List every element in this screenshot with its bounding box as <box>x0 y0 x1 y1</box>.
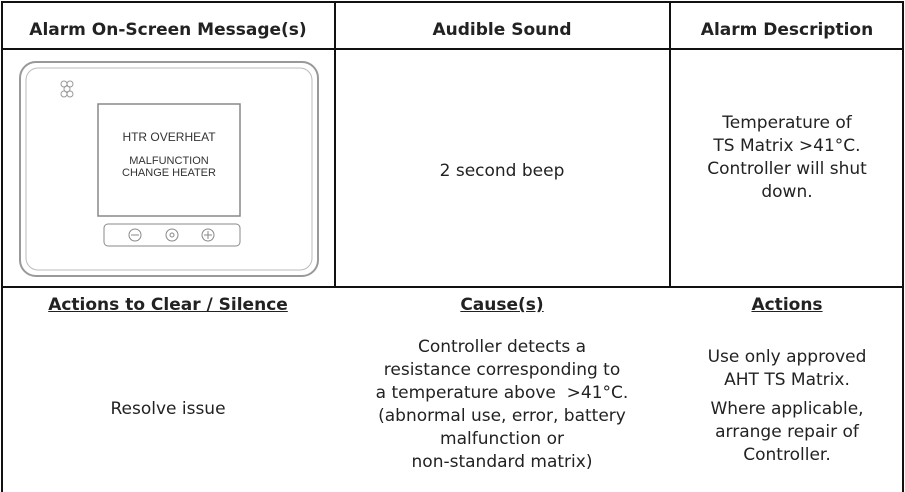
screen-text: CHANGE HEATER <box>122 167 216 179</box>
section-header: Actions to Clear / Silence <box>48 295 288 315</box>
border <box>1 286 904 288</box>
header-cell: Audible Sound <box>432 20 572 40</box>
description-line: Temperature of <box>722 113 852 133</box>
header-cell: Alarm On-Screen Message(s) <box>29 20 307 40</box>
action-line: arrange repair of <box>715 422 859 442</box>
cause-line: resistance corresponding to <box>383 360 621 380</box>
border <box>334 1 336 288</box>
cause-line: malfunction or <box>440 429 564 449</box>
border <box>1 1 904 3</box>
border <box>1 1 3 492</box>
section-header: Cause(s) <box>460 295 544 315</box>
action-line: AHT TS Matrix. <box>724 370 850 390</box>
action-line: Controller. <box>743 445 831 465</box>
cause-line: Controller detects a <box>417 337 587 357</box>
cause-line: (abnormal use, error, battery <box>378 406 626 426</box>
section-header: Actions <box>751 295 823 315</box>
sound-cell: 2 second beep <box>439 161 565 181</box>
border <box>669 1 671 288</box>
screen-text: HTR OVERHEAT <box>122 130 216 144</box>
cause-line: non-standard matrix) <box>411 452 593 472</box>
border <box>902 1 904 492</box>
screen-text: MALFUNCTION <box>129 155 209 167</box>
device-illustration <box>19 61 319 277</box>
action-line: Use only approved <box>707 347 867 367</box>
header-cell: Alarm Description <box>700 20 874 40</box>
description-line: Controller will shut <box>707 159 867 179</box>
action-line: Where applicable, <box>710 399 864 419</box>
clear-cell: Resolve issue <box>110 399 226 419</box>
border <box>1 48 904 50</box>
description-line: TS Matrix >41°C. <box>713 136 861 156</box>
description-line: down. <box>761 182 813 202</box>
cause-line: a temperature above >41°C. <box>375 383 629 403</box>
